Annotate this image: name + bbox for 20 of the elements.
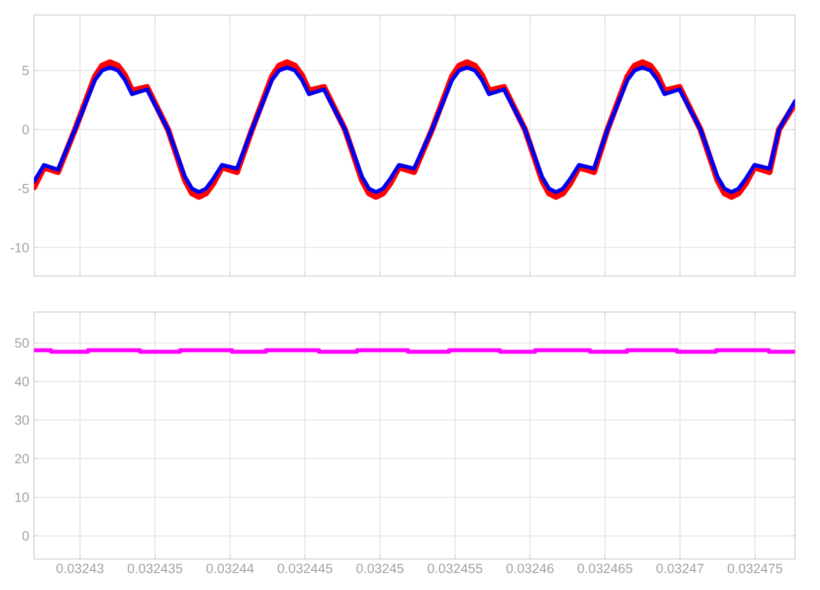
y-tick-label: -10	[10, 242, 29, 252]
x-tick-label: 0.032445	[278, 564, 332, 574]
y-tick-label: 40	[14, 376, 29, 386]
x-tick-label: 0.03246	[506, 564, 554, 574]
x-tick-label: 0.03243	[56, 564, 104, 574]
y-tick-label: 50	[15, 338, 29, 348]
y-tick-label: 20	[15, 454, 29, 464]
x-tick-label: 0.032465	[578, 564, 632, 574]
x-tick-label: 0.03245	[356, 564, 404, 574]
y-tick-label: 10	[15, 492, 29, 502]
x-tick-label: 0.032475	[728, 564, 782, 574]
y-tick-label: -5	[18, 184, 29, 194]
x-tick-label: 0.032455	[428, 564, 482, 574]
y-tick-label: 5	[22, 66, 29, 76]
x-tick-label: 0.03247	[656, 564, 704, 574]
y-tick-label: 30	[14, 415, 29, 425]
y-tick-label: 0	[22, 531, 29, 541]
x-tick-label: 0.03244	[206, 564, 254, 574]
x-tick-label: 0.032435	[128, 564, 182, 574]
y-tick-label: 0	[22, 124, 29, 134]
